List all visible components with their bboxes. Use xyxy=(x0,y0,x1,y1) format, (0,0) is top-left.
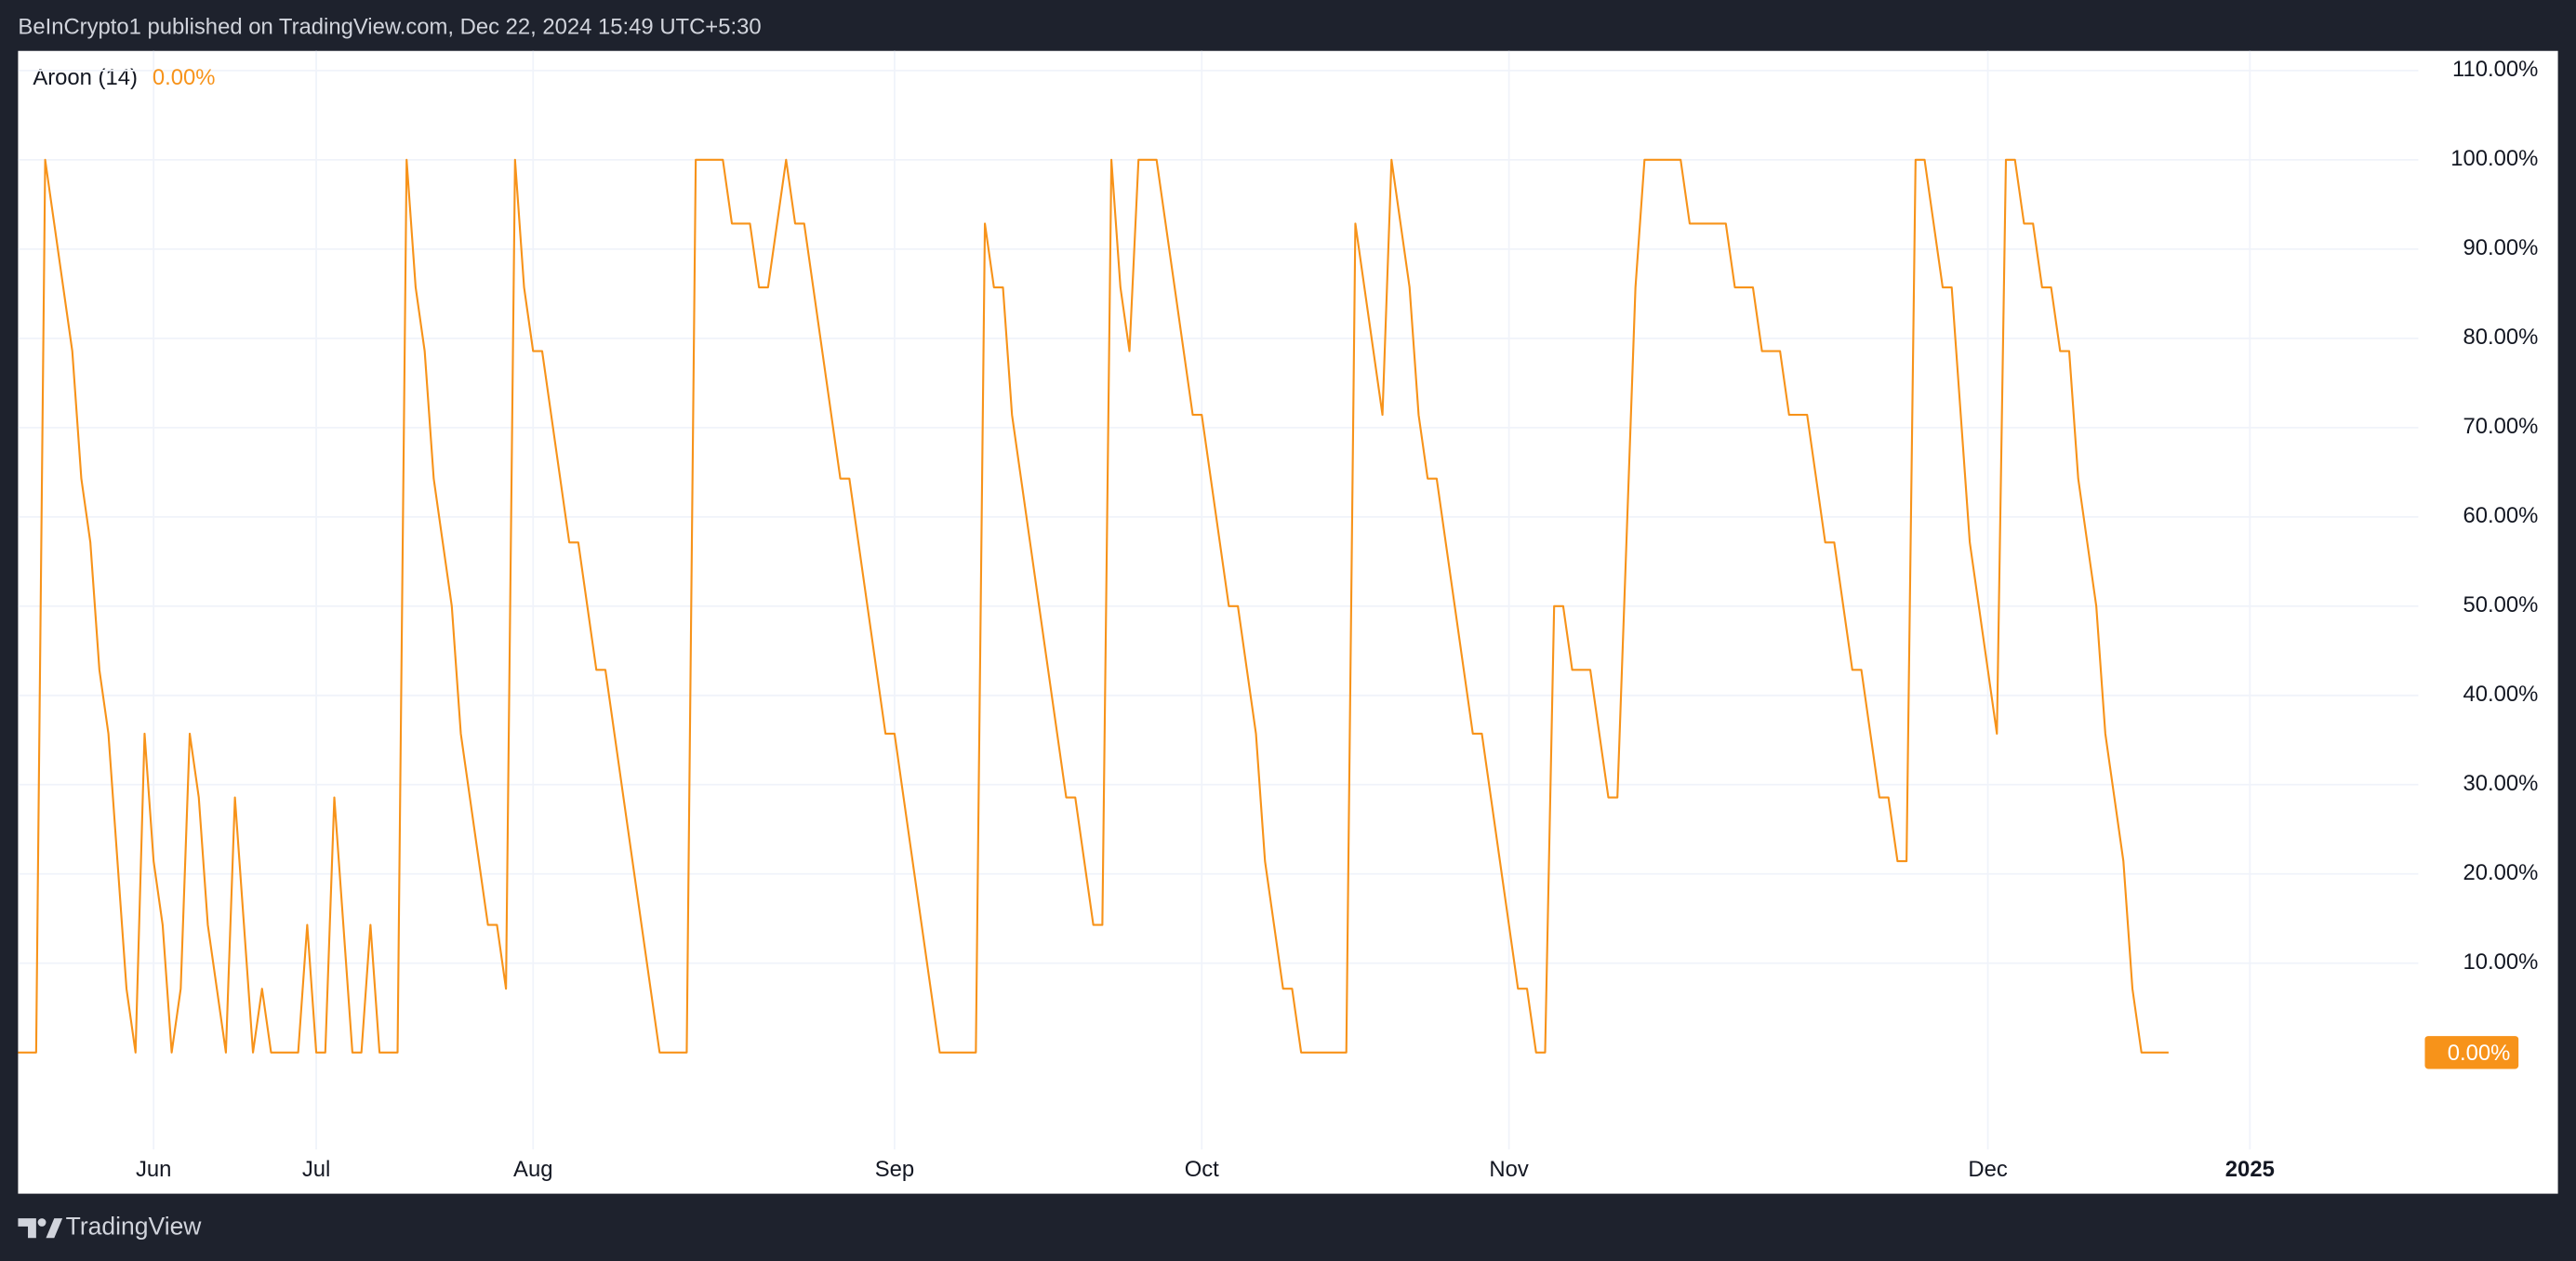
x-tick-label: 2025 xyxy=(2225,1157,2275,1182)
y-tick-label: 70.00% xyxy=(2463,414,2539,439)
x-tick-label: Aug xyxy=(513,1157,552,1182)
y-tick-label: 60.00% xyxy=(2463,503,2539,528)
last-value-label: 0.00% xyxy=(2448,1041,2511,1066)
y-tick-label: 110.00% xyxy=(2452,57,2538,82)
x-tick-label: Oct xyxy=(1185,1157,1219,1182)
plot-background xyxy=(18,50,2558,1194)
y-tick-label: 10.00% xyxy=(2463,949,2539,975)
y-tick-label: 40.00% xyxy=(2463,682,2539,707)
last-value-badge xyxy=(2424,1036,2519,1069)
indicator-title: Aroon (14) xyxy=(33,65,138,90)
legend-value: 0.00% xyxy=(153,65,216,90)
header-text: BeInCrypto1 published on TradingView.com… xyxy=(18,14,761,39)
x-tick-label: Sep xyxy=(875,1157,914,1182)
y-tick-label: 100.00% xyxy=(2450,146,2538,171)
y-tick-label: 50.00% xyxy=(2463,592,2539,617)
y-tick-label: 30.00% xyxy=(2463,771,2539,796)
aroon-line xyxy=(18,158,2169,1054)
y-tick-label: 80.00% xyxy=(2463,325,2539,350)
y-tick-label: 90.00% xyxy=(2463,235,2539,260)
x-tick-label: Jul xyxy=(302,1157,330,1182)
x-tick-label: Jun xyxy=(136,1157,171,1182)
x-tick-label: Nov xyxy=(1489,1157,1528,1182)
brand-logo xyxy=(18,1218,63,1239)
y-tick-label: 20.00% xyxy=(2463,860,2539,885)
x-tick-label: Dec xyxy=(1968,1157,2007,1182)
brand-name[interactable]: TradingView xyxy=(66,1213,203,1241)
